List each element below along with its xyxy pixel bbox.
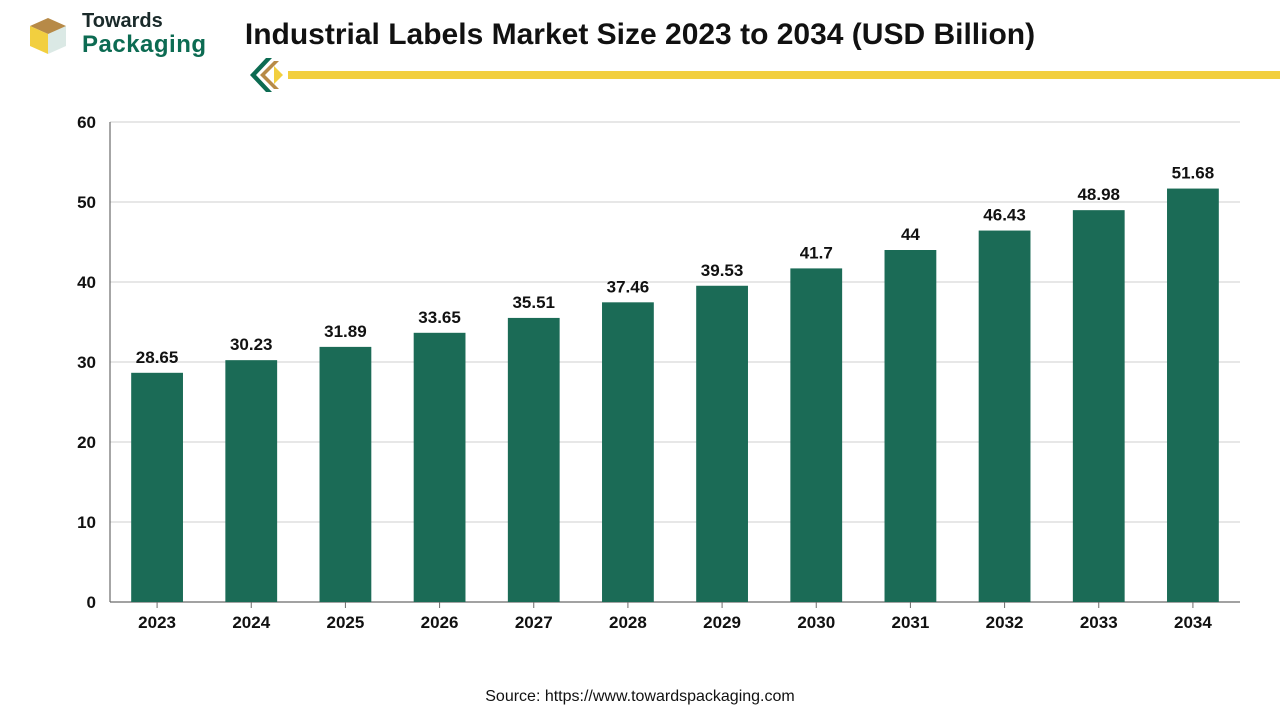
x-tick-label: 2027 bbox=[515, 613, 553, 632]
y-tick-label: 20 bbox=[77, 433, 96, 452]
bar-value-label: 30.23 bbox=[230, 335, 273, 354]
bar bbox=[320, 347, 372, 602]
x-tick-label: 2024 bbox=[232, 613, 270, 632]
bar-value-label: 31.89 bbox=[324, 322, 367, 341]
bar bbox=[1167, 189, 1219, 602]
bar-value-label: 28.65 bbox=[136, 348, 179, 367]
x-tick-label: 2034 bbox=[1174, 613, 1212, 632]
bar bbox=[225, 360, 277, 602]
y-tick-label: 50 bbox=[77, 193, 96, 212]
bar-value-label: 46.43 bbox=[983, 206, 1026, 225]
x-tick-label: 2029 bbox=[703, 613, 741, 632]
bar bbox=[696, 286, 748, 602]
divider-chevron-icon bbox=[248, 58, 292, 92]
x-tick-label: 2033 bbox=[1080, 613, 1118, 632]
bar bbox=[602, 302, 654, 602]
y-tick-label: 10 bbox=[77, 513, 96, 532]
bar bbox=[508, 318, 560, 602]
bar bbox=[885, 250, 937, 602]
y-tick-label: 40 bbox=[77, 273, 96, 292]
bar bbox=[131, 373, 183, 602]
bar-value-label: 33.65 bbox=[418, 308, 461, 327]
x-tick-label: 2026 bbox=[421, 613, 459, 632]
bar-value-label: 44 bbox=[901, 225, 920, 244]
x-tick-label: 2032 bbox=[986, 613, 1024, 632]
bar-value-label: 51.68 bbox=[1172, 164, 1215, 183]
source-caption: Source: https://www.towardspackaging.com bbox=[0, 688, 1280, 706]
bar-value-label: 48.98 bbox=[1077, 185, 1120, 204]
bar-chart: 0102030405060202328.65202430.23202531.89… bbox=[50, 112, 1250, 652]
title-divider bbox=[248, 64, 1280, 86]
y-tick-label: 0 bbox=[87, 593, 96, 612]
y-tick-label: 60 bbox=[77, 113, 96, 132]
x-tick-label: 2028 bbox=[609, 613, 647, 632]
x-tick-label: 2023 bbox=[138, 613, 176, 632]
bar bbox=[1073, 210, 1125, 602]
bar-value-label: 35.51 bbox=[512, 293, 555, 312]
bar-value-label: 39.53 bbox=[701, 261, 744, 280]
bar-value-label: 37.46 bbox=[607, 277, 650, 296]
x-tick-label: 2025 bbox=[327, 613, 365, 632]
chart-title: Industrial Labels Market Size 2023 to 20… bbox=[0, 18, 1280, 52]
bar bbox=[414, 333, 466, 602]
y-tick-label: 30 bbox=[77, 353, 96, 372]
bar bbox=[979, 231, 1031, 602]
x-tick-label: 2031 bbox=[892, 613, 930, 632]
bar-value-label: 41.7 bbox=[800, 243, 833, 262]
page: Towards Packaging Industrial Labels Mark… bbox=[0, 0, 1280, 720]
bar bbox=[790, 268, 842, 602]
x-tick-label: 2030 bbox=[797, 613, 835, 632]
